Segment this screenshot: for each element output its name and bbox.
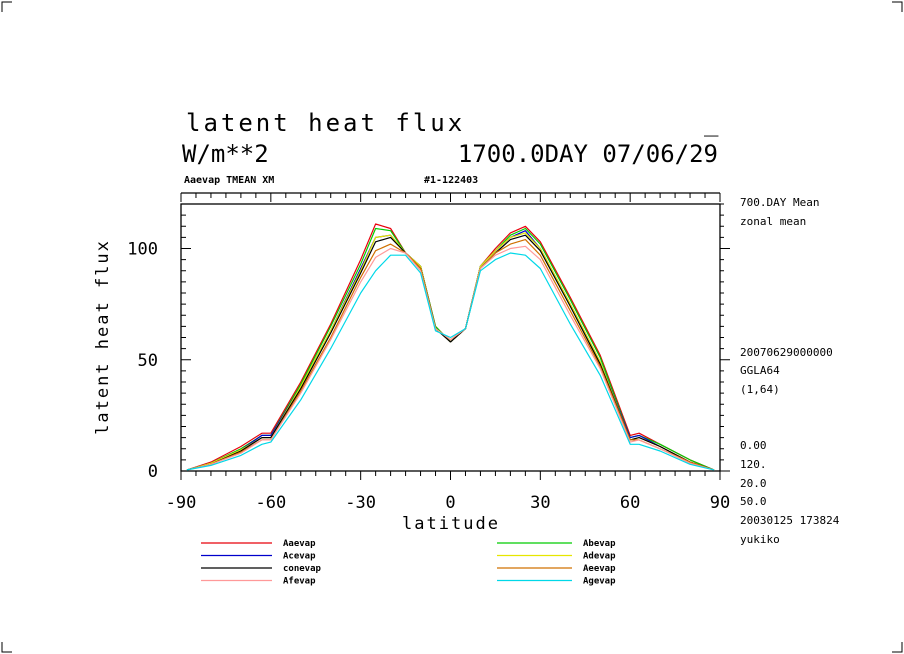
legend-label-Abevap: Abevap [583,539,616,549]
legend-label-Aaevap: Aaevap [283,539,316,549]
side-grid: GGLA64 [740,364,780,377]
series-line-Agevap [186,252,715,471]
subtitle-left: Aaevap TMEAN XM [184,175,274,186]
side-mean-label: 700.DAY Mean [740,196,819,209]
corner-mark-bottom-right [892,642,903,653]
units-label: W/m**2 [182,140,269,168]
corner-mark-top-left [1,1,12,12]
x-tick-label: -90 [166,493,197,513]
side-timestamp: 20030125 173824 [740,514,840,527]
series-line-Aaevap [186,223,715,471]
legend-label-conevap: conevap [283,564,322,574]
side-date-code: 20070629000000 [740,346,833,359]
side-value-3: 20.0 [740,477,767,490]
subtitle-center: #1-122403 [424,175,478,186]
y-axis-label: latent heat flux [93,239,113,435]
x-tick-label: 60 [620,493,640,513]
title-mark: _ [704,109,719,137]
series-layer [186,223,715,471]
legend-label-Acevap: Acevap [283,552,316,562]
y-tick-labels: 0 50 100 [127,240,158,483]
y-tick-label: 50 [138,351,158,371]
legend-label-Adevap: Adevap [583,552,616,562]
legend: Aaevap Acevap conevap Afevap Abevap Adevap Aee… [201,539,616,587]
side-zonal-label: zonal mean [740,215,806,228]
side-index: (1,64) [740,383,780,396]
side-value-1: 0.00 [740,439,767,452]
side-value-2: 120. [740,458,767,471]
series-line-Afevap [186,245,715,471]
y-tick-label: 0 [148,462,158,482]
x-tick-label: -60 [255,493,286,513]
x-tick-label: 90 [710,493,730,513]
y-tick-label: 100 [127,240,158,260]
legend-label-Afevap: Afevap [283,577,316,587]
chart-title: latent heat flux [186,109,465,137]
x-axis-label: latitude [402,514,500,534]
legend-label-Aeevap: Aeevap [583,564,616,574]
x-tick-labels: -90 -60 -30 0 30 60 90 [166,493,731,513]
x-tick-label: -30 [345,493,376,513]
side-value-4: 50.0 [740,495,767,508]
legend-label-Agevap: Agevap [583,577,616,587]
x-tick-label: 0 [445,493,455,513]
corner-mark-top-right [892,1,903,12]
corner-mark-bottom-left [1,642,12,653]
axis-ticks [180,193,730,480]
time-info: 1700.0DAY 07/06/29 [458,140,718,168]
x-tick-label: 30 [530,493,550,513]
side-user: yukiko [740,533,780,546]
